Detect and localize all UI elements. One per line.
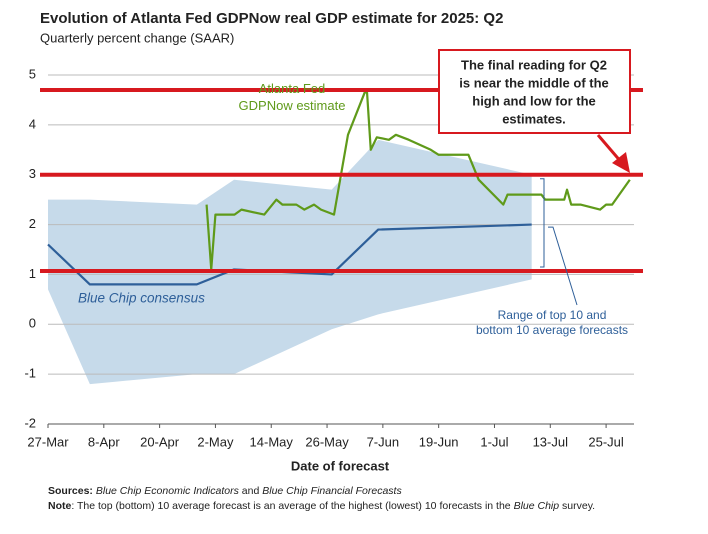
note-label: Note [48,500,72,512]
y-tick-label: 1 [29,266,36,281]
y-tick-label: 0 [29,316,36,331]
callout-text: is near the middle of the [459,75,609,90]
y-tick-label: 2 [29,216,36,231]
sources: Sources: Blue Chip Economic Indicators a… [48,485,402,497]
series-label-line: GDPNow estimate [239,98,346,113]
source: Blue Chip Financial Forecasts [262,485,402,497]
x-tick-label: 1-Jul [480,434,508,449]
callout-box [438,49,631,134]
series-line [205,91,631,271]
note-text: Blue Chip [513,500,560,512]
y-tick-label: 5 [29,66,36,81]
leader [548,226,578,306]
series-label: Atlanta Fed GDPNow estimate [239,81,346,113]
note-text: survey. [562,500,596,512]
x-tick-label: 26-May [305,434,349,449]
x-tick-label: 27-Mar [27,434,69,449]
x-tick-label: 25-Jul [588,434,624,449]
x-tick-label: 8-Apr [88,434,120,449]
bracket [540,178,545,268]
y-tick-label: 4 [29,116,36,131]
series-label-line: Atlanta Fed [259,81,326,96]
callout-arrowhead [612,152,630,173]
note: Note: The top (bottom) 10 average foreca… [48,500,595,512]
y-tick-label: 3 [29,166,36,181]
note-text: : The top (bottom) 10 average forecast i… [71,500,511,512]
x-tick-label: 13-Jul [533,434,569,449]
sources-text: and [241,485,260,497]
source: Blue Chip Economic Indicators [95,485,239,497]
x-tick-label: 20-Apr [140,434,180,449]
y-tick-label: -1 [24,366,36,381]
y-tick-label: -2 [24,415,36,430]
chart-title: Evolution of Atlanta Fed GDPNow real GDP… [40,10,503,27]
range-label: Range of top 10 and [498,308,607,322]
callout-text: high and low for the [472,93,596,108]
x-tick-label: 19-Jun [419,434,459,449]
sources-label: Sources: [48,485,93,497]
series-label: Blue Chip consensus [78,291,205,306]
range-area [48,139,532,385]
callout-text: estimates. [502,111,566,126]
x-tick-label: 7-Jun [367,434,400,449]
callout-text: The final reading for Q2 [461,57,607,72]
x-axis-label: Date of forecast [291,458,390,473]
range-label: bottom 10 average forecasts [476,323,628,337]
x-tick-label: 2-May [197,434,234,449]
chart-subtitle: Quarterly percent change (SAAR) [40,30,234,45]
x-tick-label: 14-May [250,434,294,449]
